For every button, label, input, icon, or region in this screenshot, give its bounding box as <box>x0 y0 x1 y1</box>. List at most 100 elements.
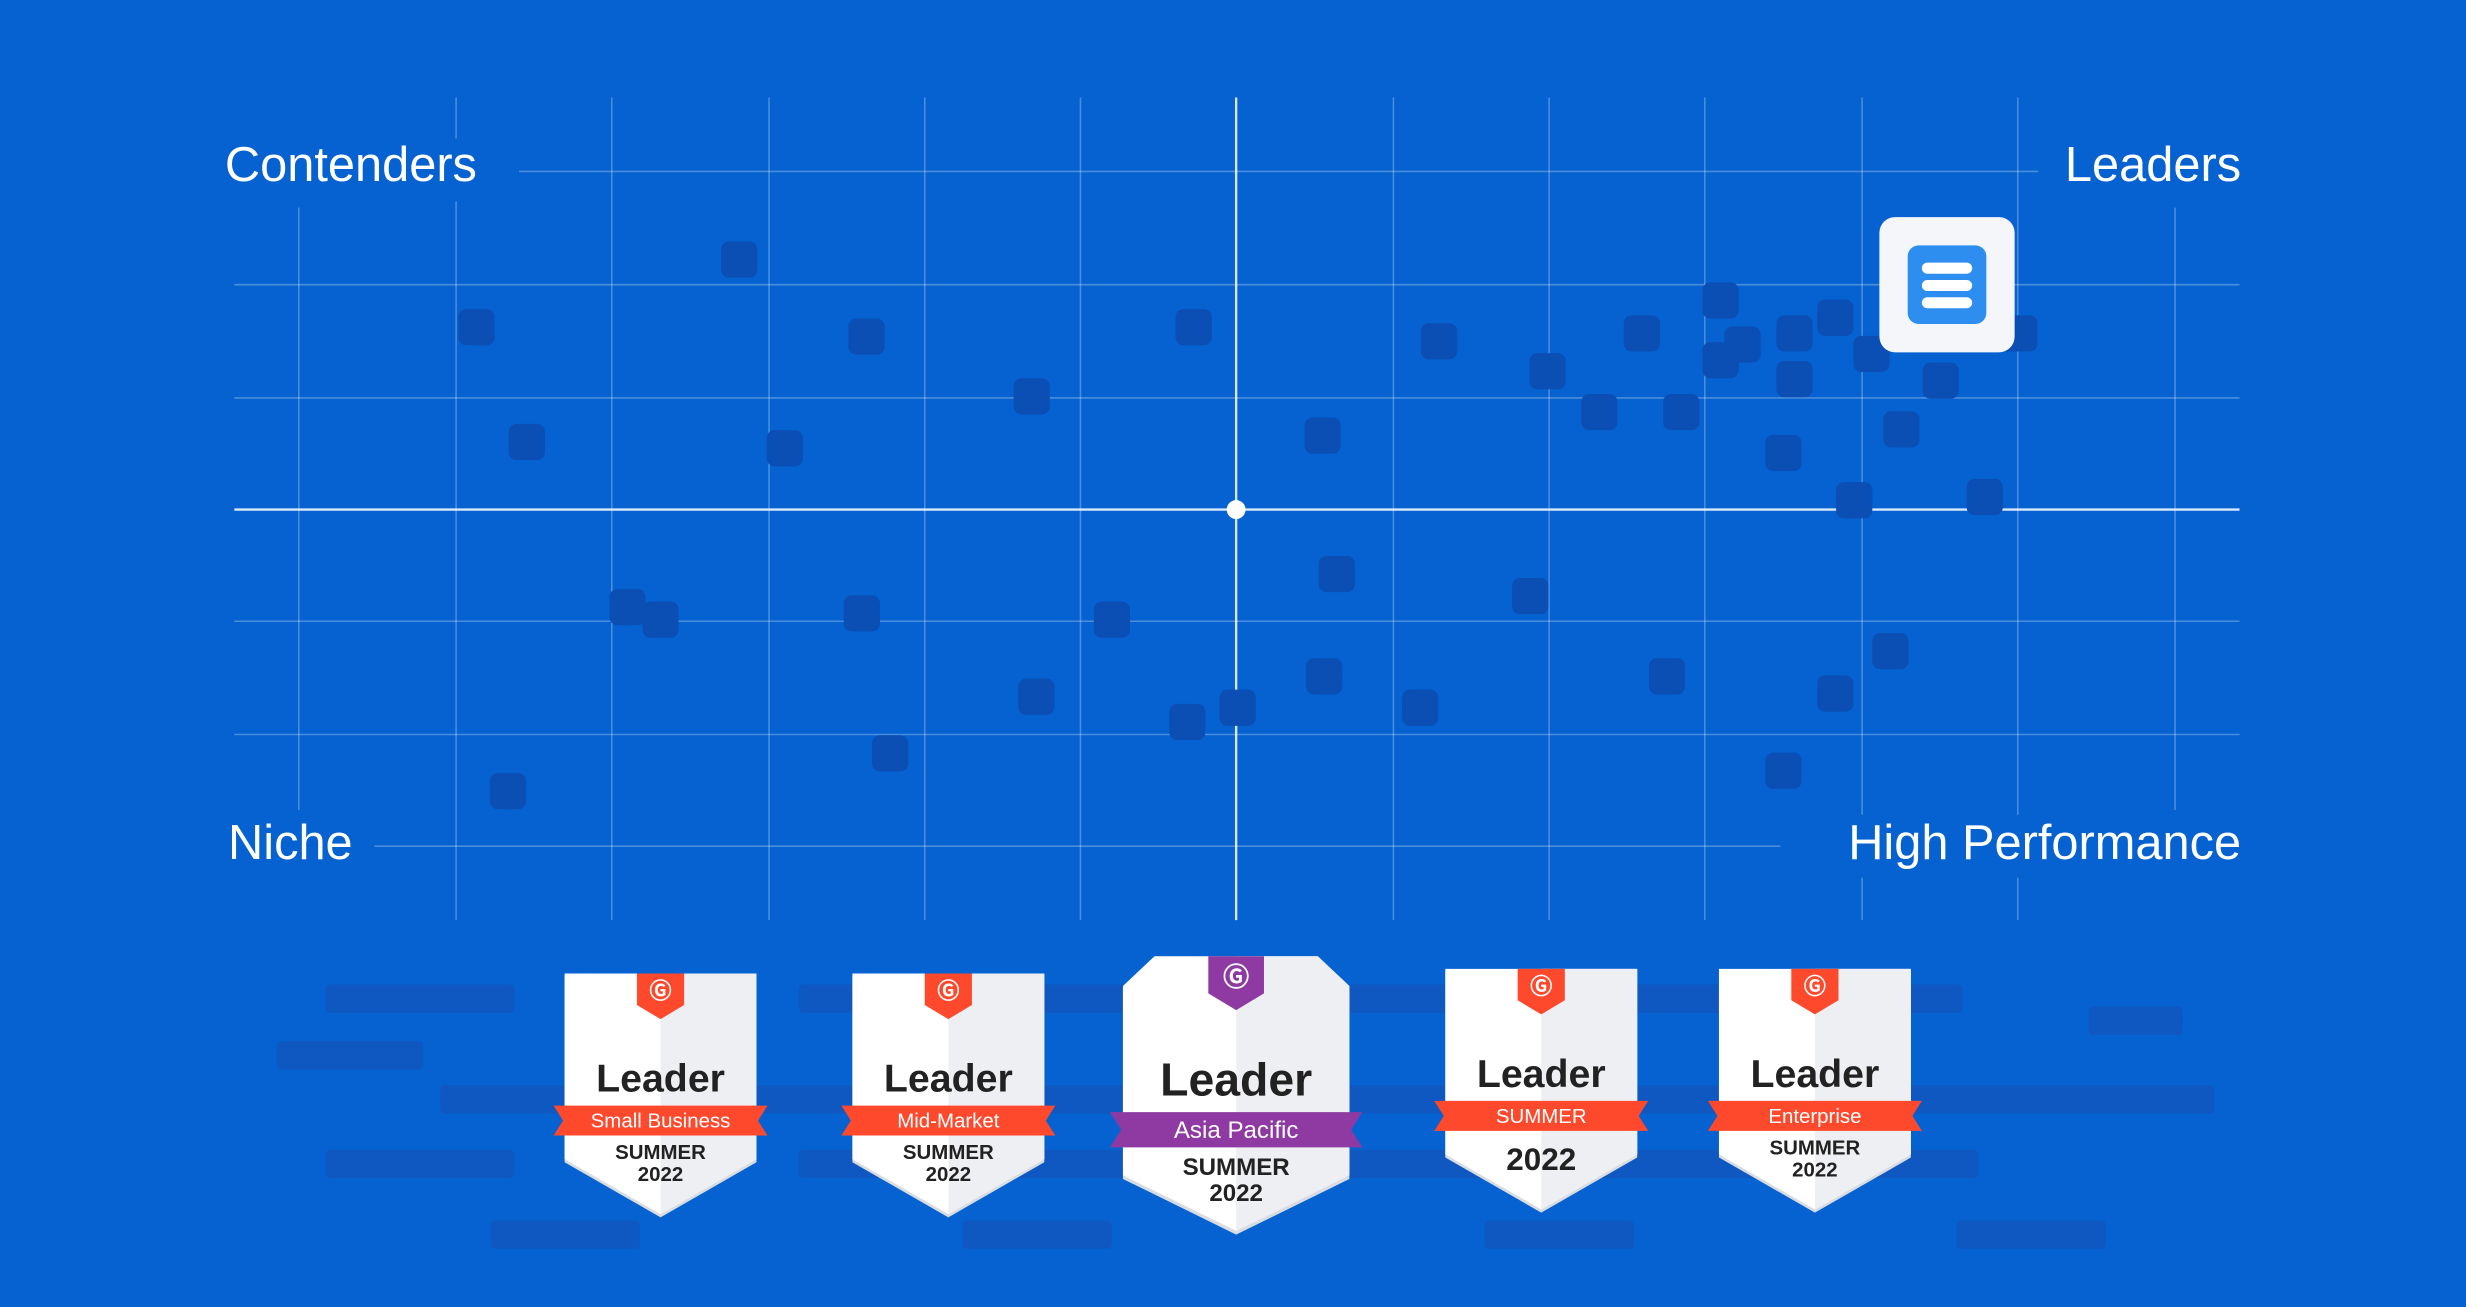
competitor-marker <box>1306 658 1343 695</box>
competitor-marker <box>872 735 909 772</box>
badge-logo <box>636 973 685 1020</box>
competitor-marker <box>1776 360 1813 398</box>
icon-line <box>1921 297 1973 309</box>
badge-logo <box>1208 956 1264 1011</box>
badge-ribbon <box>1434 1100 1649 1131</box>
competitor-marker <box>848 318 885 355</box>
badge-shade <box>1541 968 1638 1210</box>
competitor-marker <box>1175 309 1212 346</box>
label-backdrop <box>217 138 519 202</box>
competitor-marker <box>489 773 527 810</box>
competitor-marker <box>1966 478 2003 516</box>
faint-bar <box>1484 1220 1635 1249</box>
badge-title: Leader <box>596 1056 725 1100</box>
badge-ribbon <box>1707 1100 1922 1131</box>
label-backdrop <box>217 814 375 878</box>
competitor-marker <box>1018 678 1055 715</box>
competitor-marker <box>1817 299 1854 336</box>
competitor-marker <box>1765 434 1802 472</box>
label-backdrop <box>1780 814 2249 878</box>
competitor-marker <box>766 430 803 467</box>
quadrant-label: High Performance <box>1848 816 2241 870</box>
badge-ribbon <box>841 1105 1056 1136</box>
competitor-marker <box>1402 689 1439 726</box>
badge-footer: SUMMER <box>1769 1136 1860 1159</box>
faint-bar <box>798 1149 1979 1178</box>
faint-bar <box>325 1149 515 1178</box>
badge-ribbon <box>1109 1112 1363 1148</box>
badge-shade <box>948 973 1045 1215</box>
competitor-marker <box>1724 326 1761 363</box>
competitor-marker <box>1663 394 1700 431</box>
badge-footer: SUMMER <box>615 1141 706 1164</box>
competitor-marker <box>1648 658 1686 695</box>
badge-shade <box>1236 956 1350 1231</box>
badge-footer: 2022 <box>1209 1180 1263 1207</box>
badge-title: Leader <box>884 1056 1013 1100</box>
competitor-marker <box>1529 353 1566 390</box>
badge-ribbon-text: Enterprise <box>1768 1105 1861 1128</box>
competitor-marker <box>721 241 758 278</box>
competitor-marker <box>1817 675 1854 712</box>
quadrant-label: Leaders <box>2065 138 2241 192</box>
faint-bar <box>325 984 515 1013</box>
competitor-marker <box>1765 752 1802 789</box>
badge-footer: 2022 <box>638 1163 683 1186</box>
competitor-marker <box>1853 335 1890 372</box>
badge-ribbon-text: Small Business <box>591 1110 731 1133</box>
grid <box>234 97 2240 921</box>
badge-shade <box>660 973 757 1215</box>
badge-logo-mark: Ⓖ <box>1804 974 1826 999</box>
app-icon <box>1879 217 2015 353</box>
competitor-marker <box>1872 633 1909 670</box>
badge-logo-mark: Ⓖ <box>650 979 672 1004</box>
faint-bar <box>2088 1006 2183 1035</box>
competitor-marker <box>1883 411 1920 448</box>
badge-title: Leader <box>1477 1052 1606 1096</box>
faint-bar <box>490 1220 641 1249</box>
competitor-markers <box>458 241 2038 810</box>
competitor-marker <box>1169 703 1206 740</box>
competitor-marker <box>1623 315 1660 352</box>
competitor-marker <box>458 309 495 346</box>
competitor-marker <box>1219 689 1256 726</box>
badge-title: Leader <box>1160 1053 1312 1105</box>
badge-footer: 2022 <box>1792 1158 1837 1181</box>
competitor-marker <box>1420 323 1458 360</box>
competitor-marker <box>843 595 880 632</box>
label-backdrop <box>2038 138 2249 202</box>
badge-footer: SUMMER <box>903 1141 994 1164</box>
badge-footer: 2022 <box>1506 1142 1576 1177</box>
competitor-marker <box>1093 601 1130 638</box>
competitor-marker <box>1776 315 1813 352</box>
competitor-marker <box>1702 282 1739 319</box>
badge-logo-mark: Ⓖ <box>1530 974 1552 999</box>
quadrant-label: Contenders <box>225 138 477 192</box>
competitor-marker <box>1922 362 1959 399</box>
competitor-marker <box>1836 482 1873 519</box>
competitor-marker <box>1304 417 1341 454</box>
badge-ribbon-text: Mid-Market <box>897 1110 1000 1133</box>
badge-ribbon-text: Asia Pacific <box>1174 1117 1299 1144</box>
competitor-marker <box>1013 378 1050 415</box>
icon-line <box>1921 279 1973 291</box>
badge-footer: SUMMER <box>1183 1154 1290 1181</box>
competitor-marker <box>609 589 646 626</box>
badge-logo-mark: Ⓖ <box>1223 962 1249 992</box>
competitor-marker <box>1318 555 1355 593</box>
badge-logo <box>1791 968 1839 1015</box>
badge-logo <box>1517 968 1565 1015</box>
faint-bar <box>1956 1220 2106 1249</box>
badge-ribbon-text: SUMMER <box>1496 1105 1587 1128</box>
faint-bar <box>276 1041 424 1070</box>
badge-shade <box>1814 968 1911 1210</box>
axis-origin <box>1226 500 1246 520</box>
quadrant-label: Niche <box>228 816 353 870</box>
badge-logo <box>924 973 972 1020</box>
badge: Ⓖ Leader SUMMER 2022 <box>1434 968 1649 1213</box>
